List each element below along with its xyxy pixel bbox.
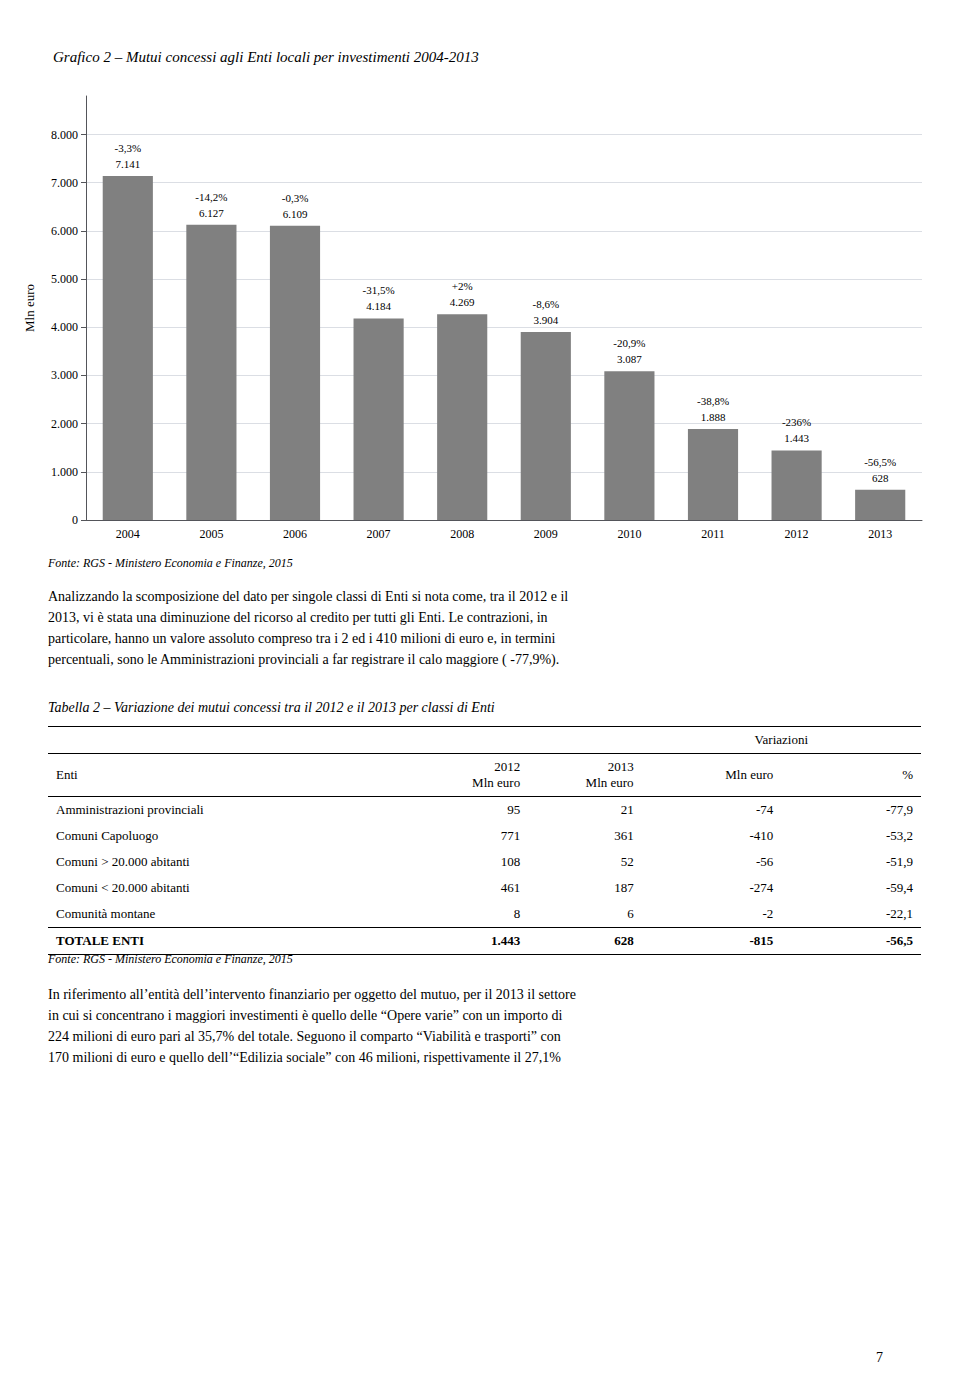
html-text:-22,1: -22,1 (885, 906, 913, 921)
svg-text:0: 0 (72, 513, 78, 527)
svg-text:+2%: +2% (452, 280, 473, 292)
svg-text:Mln euro: Mln euro (22, 284, 37, 332)
html-text:-56: -56 (756, 854, 774, 869)
html-text:-2: -2 (762, 906, 774, 921)
svg-text:-38,8%: -38,8% (697, 395, 729, 407)
html-text:2013 Mln euro: 2013 Mln euro (585, 759, 634, 790)
html-text:1.443: 1.443 (490, 933, 521, 948)
svg-text:4.269: 4.269 (450, 296, 475, 308)
svg-text:7.141: 7.141 (115, 158, 140, 170)
svg-text:2012: 2012 (785, 527, 809, 541)
html-text:Fonte: RGS - Ministero Economi: Fonte: RGS - Ministero Economia e Finanz… (48, 952, 293, 966)
svg-text:2005: 2005 (199, 527, 223, 541)
svg-text:2.000: 2.000 (51, 417, 78, 431)
svg-text:6.127: 6.127 (199, 207, 224, 219)
html-text:Amministrazioni provinciali: Amministrazioni provinciali (56, 802, 204, 817)
html-text:Comuni > 20.000 abitanti: Comuni > 20.000 abitanti (56, 854, 190, 869)
svg-text:-31,5%: -31,5% (363, 284, 395, 296)
html-text:361: 361 (614, 828, 634, 843)
html-text:-53,2: -53,2 (885, 828, 913, 843)
html-text:187: 187 (614, 880, 634, 895)
svg-text:5.000: 5.000 (51, 272, 78, 286)
svg-text:1.443: 1.443 (784, 432, 809, 444)
svg-text:-0,3%: -0,3% (282, 192, 309, 204)
svg-text:2010: 2010 (617, 527, 641, 541)
html-text:Tabella 2 – Variazione dei mut: Tabella 2 – Variazione dei mutui concess… (48, 700, 495, 715)
svg-text:4.000: 4.000 (51, 320, 78, 334)
html-text:52: 52 (620, 854, 634, 869)
html-text:Enti: Enti (56, 767, 78, 782)
svg-text:-236%: -236% (782, 416, 811, 428)
svg-text:-20,9%: -20,9% (613, 337, 645, 349)
svg-text:2009: 2009 (534, 527, 558, 541)
svg-text:-8,6%: -8,6% (533, 298, 560, 310)
html-text:Comuni < 20.000 abitanti: Comuni < 20.000 abitanti (56, 880, 190, 895)
svg-text:2013: 2013 (868, 527, 892, 541)
svg-text:7.000: 7.000 (51, 176, 78, 190)
svg-text:3.904: 3.904 (533, 314, 558, 326)
svg-text:8.000: 8.000 (51, 128, 78, 142)
html-text:TOTALE ENTI: TOTALE ENTI (56, 933, 144, 948)
html-text:108: 108 (500, 854, 521, 869)
html-text:Analizzando la scomposizione d: Analizzando la scomposizione del dato pe… (48, 589, 569, 667)
svg-text:1.000: 1.000 (51, 465, 78, 479)
html-text:-51,9: -51,9 (885, 854, 913, 869)
html-text:-77,9: -77,9 (885, 802, 913, 817)
html-text:461: 461 (500, 880, 521, 895)
svg-text:Grafico 2 – Mutui concessi agl: Grafico 2 – Mutui concessi agli Enti loc… (53, 49, 479, 65)
html-text:7: 7 (876, 1350, 883, 1365)
html-text:Comuni Capoluogo: Comuni Capoluogo (56, 828, 159, 843)
html-text:21: 21 (620, 802, 634, 817)
html-text:95: 95 (507, 802, 521, 817)
html-text:-56,5: -56,5 (885, 933, 913, 948)
html-text:-74: -74 (756, 802, 774, 817)
svg-text:1.888: 1.888 (701, 411, 726, 423)
svg-text:3.087: 3.087 (617, 353, 642, 365)
svg-text:6.000: 6.000 (51, 224, 78, 238)
html-text:Comunità montane: Comunità montane (56, 906, 156, 921)
html-text:628: 628 (614, 933, 634, 948)
html-text:Mln euro: Mln euro (725, 767, 774, 782)
html-text:Fonte: RGS - Ministero Economi: Fonte: RGS - Ministero Economia e Finanz… (48, 556, 293, 570)
html-text:Variazioni: Variazioni (754, 732, 808, 747)
html-text:-815: -815 (749, 933, 774, 948)
svg-text:2008: 2008 (450, 527, 474, 541)
html-text:-274: -274 (749, 880, 774, 895)
svg-text:-3,3%: -3,3% (115, 142, 142, 154)
svg-text:2011: 2011 (701, 527, 725, 541)
svg-text:2007: 2007 (367, 527, 391, 541)
html-text:-410: -410 (749, 828, 774, 843)
svg-text:-56,5%: -56,5% (864, 456, 896, 468)
html-text:771: 771 (500, 828, 521, 843)
svg-text:-14,2%: -14,2% (195, 191, 227, 203)
svg-text:628: 628 (872, 472, 889, 484)
html-text:8: 8 (513, 906, 521, 921)
svg-text:6.109: 6.109 (283, 208, 308, 220)
svg-text:2004: 2004 (116, 527, 140, 541)
svg-text:2006: 2006 (283, 527, 307, 541)
html-text:6: 6 (627, 906, 634, 921)
html-text:-59,4: -59,4 (885, 880, 913, 895)
html-text:In riferimento all’entità dell: In riferimento all’entità dell’intervent… (48, 987, 576, 1065)
svg-text:4.184: 4.184 (366, 300, 391, 312)
svg-text:3.000: 3.000 (51, 368, 78, 382)
html-text:2012 Mln euro: 2012 Mln euro (472, 759, 521, 790)
